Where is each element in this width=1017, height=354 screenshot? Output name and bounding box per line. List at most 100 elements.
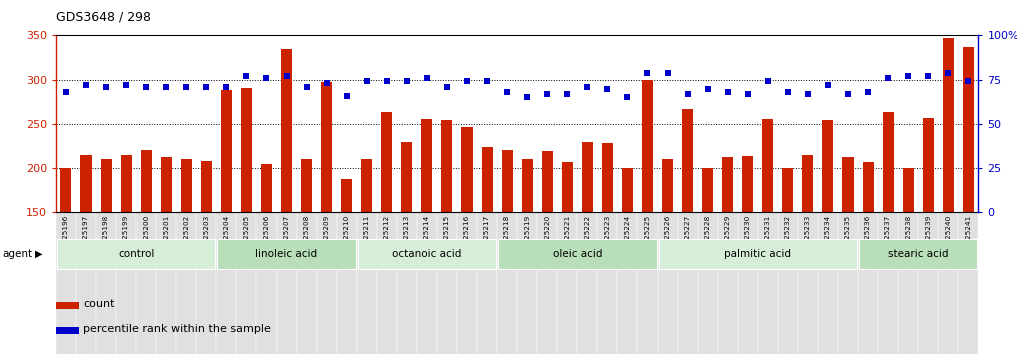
Bar xyxy=(939,212,958,354)
Text: oleic acid: oleic acid xyxy=(552,249,602,259)
Point xyxy=(399,79,415,84)
Bar xyxy=(301,159,312,212)
Bar xyxy=(682,109,694,212)
Bar xyxy=(357,212,376,354)
Point xyxy=(158,84,174,90)
Bar xyxy=(361,159,372,212)
Point xyxy=(138,84,155,90)
Point xyxy=(258,75,275,81)
Bar xyxy=(537,212,557,354)
Bar xyxy=(677,212,698,354)
Point xyxy=(519,95,535,100)
Text: agent: agent xyxy=(2,249,33,259)
Point xyxy=(438,84,455,90)
Point xyxy=(679,91,696,97)
Bar xyxy=(381,113,393,212)
Bar xyxy=(878,212,898,354)
Bar xyxy=(101,159,112,212)
Bar xyxy=(862,162,874,212)
Bar xyxy=(56,212,76,354)
Bar xyxy=(642,80,653,212)
Bar xyxy=(497,212,517,354)
Bar xyxy=(116,212,136,354)
Bar xyxy=(662,159,673,212)
Point xyxy=(640,70,656,75)
Bar xyxy=(658,212,677,354)
Bar xyxy=(578,212,597,354)
Text: percentile rank within the sample: percentile rank within the sample xyxy=(83,324,272,334)
Bar xyxy=(417,212,437,354)
Point xyxy=(499,89,516,95)
Bar xyxy=(181,159,192,212)
Text: stearic acid: stearic acid xyxy=(888,249,949,259)
Bar xyxy=(702,168,713,212)
Bar xyxy=(421,119,432,212)
Bar xyxy=(778,212,798,354)
Point xyxy=(940,70,956,75)
Text: octanoic acid: octanoic acid xyxy=(393,249,462,259)
Point xyxy=(820,82,836,88)
Point xyxy=(479,79,495,84)
Bar xyxy=(823,120,834,212)
Bar xyxy=(482,147,492,212)
Bar xyxy=(221,90,232,212)
Point xyxy=(880,75,896,81)
Bar xyxy=(140,150,152,212)
Point xyxy=(580,84,596,90)
Point xyxy=(459,79,475,84)
Bar xyxy=(722,156,733,212)
Bar xyxy=(80,155,92,212)
Point xyxy=(659,70,675,75)
Bar xyxy=(121,155,131,212)
Bar xyxy=(321,82,333,212)
Bar xyxy=(437,212,457,354)
Bar xyxy=(441,120,453,212)
Bar xyxy=(60,168,71,212)
Bar xyxy=(161,156,172,212)
Bar xyxy=(838,212,858,354)
Bar xyxy=(157,212,176,354)
Bar xyxy=(963,47,974,212)
Point xyxy=(559,91,576,97)
Bar xyxy=(337,212,357,354)
Bar xyxy=(76,212,96,354)
Bar xyxy=(522,159,533,212)
Bar xyxy=(397,212,417,354)
FancyBboxPatch shape xyxy=(498,239,657,269)
Bar xyxy=(943,38,954,212)
Bar xyxy=(241,88,252,212)
Text: palmitic acid: palmitic acid xyxy=(724,249,791,259)
Point xyxy=(219,84,235,90)
Bar xyxy=(922,118,934,212)
FancyBboxPatch shape xyxy=(358,239,496,269)
Bar xyxy=(261,164,272,212)
Point xyxy=(118,82,134,88)
Point xyxy=(739,91,756,97)
Text: count: count xyxy=(83,298,115,309)
Point xyxy=(860,89,877,95)
Bar xyxy=(277,212,297,354)
Bar xyxy=(718,212,737,354)
Bar xyxy=(200,161,212,212)
Point xyxy=(599,86,615,91)
Point xyxy=(339,93,355,98)
Bar xyxy=(561,162,573,212)
Bar xyxy=(196,212,217,354)
Bar xyxy=(557,212,578,354)
Bar xyxy=(176,212,196,354)
Text: control: control xyxy=(118,249,155,259)
Bar xyxy=(297,212,316,354)
Bar xyxy=(918,212,939,354)
Bar xyxy=(96,212,116,354)
Bar xyxy=(376,212,397,354)
Point xyxy=(920,73,937,79)
Bar xyxy=(638,212,658,354)
Bar xyxy=(763,120,773,212)
Point xyxy=(419,75,435,81)
Point xyxy=(298,84,314,90)
Bar xyxy=(517,212,537,354)
Bar xyxy=(582,142,593,212)
Bar xyxy=(858,212,878,354)
Point xyxy=(760,79,776,84)
Bar xyxy=(477,212,497,354)
